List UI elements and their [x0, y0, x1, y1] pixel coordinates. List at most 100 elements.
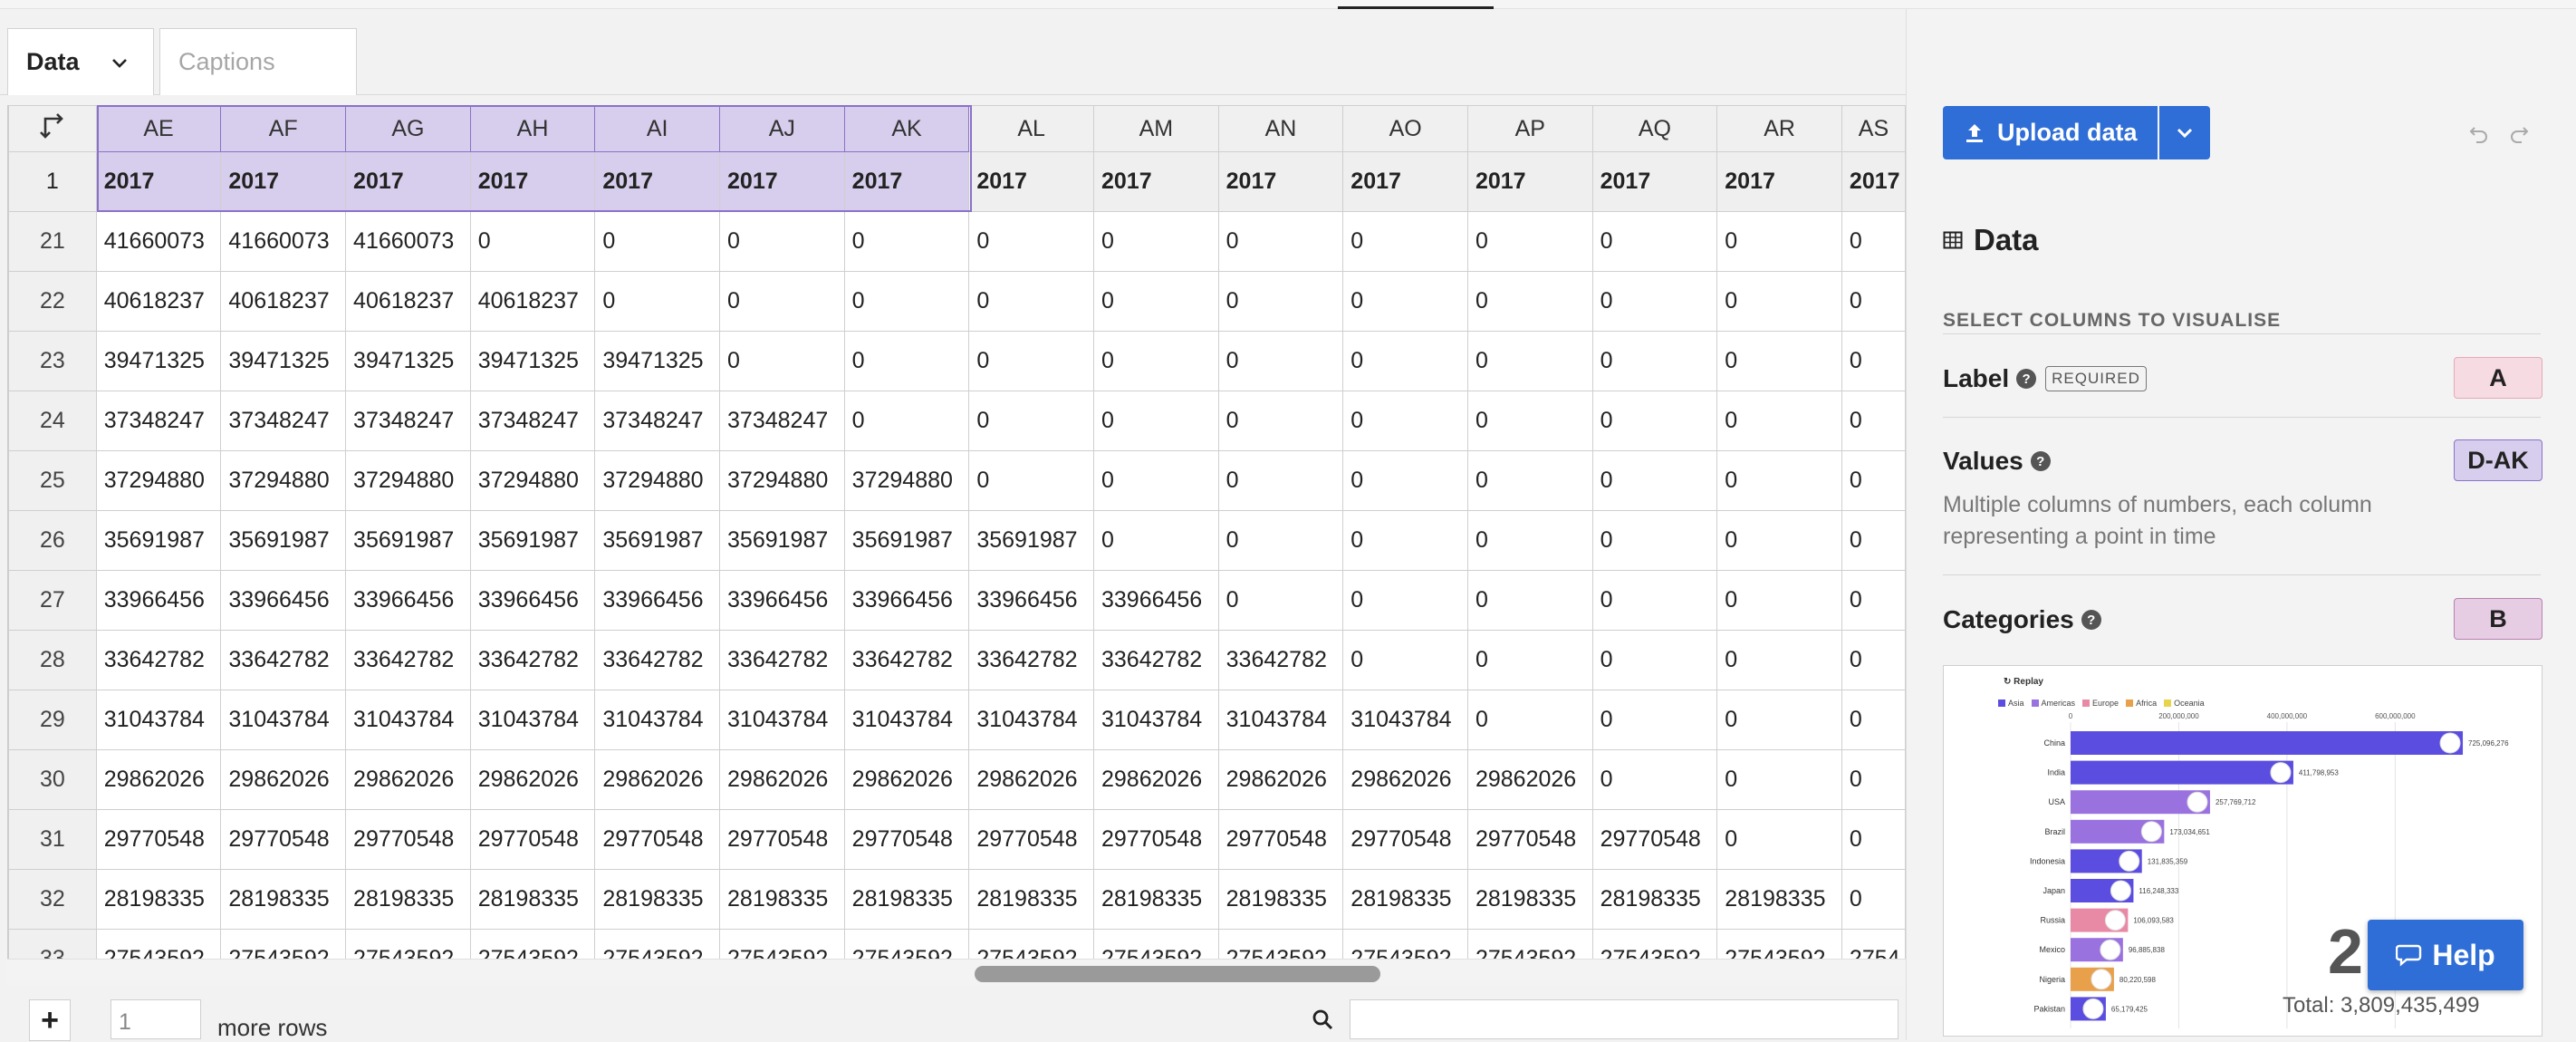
- table-cell[interactable]: 29862026: [594, 749, 721, 810]
- table-cell[interactable]: 2017: [1591, 151, 1718, 212]
- table-cell[interactable]: 0: [1466, 570, 1593, 631]
- tab-captions[interactable]: Captions: [159, 28, 357, 95]
- table-cell[interactable]: 0: [1342, 211, 1468, 272]
- table-cell[interactable]: 2017: [345, 151, 471, 212]
- column-header-af[interactable]: AF: [220, 105, 347, 152]
- table-cell[interactable]: 29770548: [1217, 809, 1344, 870]
- row-number[interactable]: 25: [8, 450, 97, 511]
- upload-data-button[interactable]: Upload data: [1943, 106, 2158, 159]
- rows-count-input[interactable]: 1: [111, 999, 201, 1039]
- table-cell[interactable]: 35691987: [220, 510, 347, 571]
- table-cell[interactable]: 28198335: [1591, 869, 1718, 930]
- table-cell[interactable]: 40618237: [95, 271, 222, 332]
- data-grid[interactable]: AE AF AG AH AI AJ AK AL AM AN AO AP AQ AR AS 1 2017 2017…: [8, 105, 1906, 986]
- table-cell[interactable]: 0: [1217, 510, 1344, 571]
- table-cell[interactable]: 0: [1466, 211, 1593, 272]
- table-cell[interactable]: 33642782: [594, 630, 721, 690]
- row-number[interactable]: 27: [8, 570, 97, 631]
- table-cell[interactable]: 31043784: [95, 690, 222, 750]
- table-cell[interactable]: 0: [1591, 450, 1718, 511]
- table-cell[interactable]: 0: [719, 331, 845, 391]
- table-cell[interactable]: 0: [1092, 211, 1219, 272]
- row-number[interactable]: 28: [8, 630, 97, 690]
- table-cell[interactable]: 29770548: [719, 809, 845, 870]
- table-cell[interactable]: 0: [1716, 391, 1842, 451]
- table-cell[interactable]: 0: [968, 271, 1094, 332]
- table-cell[interactable]: 33642782: [220, 630, 347, 690]
- table-cell[interactable]: 33966456: [95, 570, 222, 631]
- replay-button[interactable]: ↻ Replay: [2004, 677, 2043, 687]
- column-header-ak[interactable]: AK: [843, 105, 970, 152]
- table-cell[interactable]: 37348247: [220, 391, 347, 451]
- table-cell[interactable]: 37294880: [220, 450, 347, 511]
- table-cell[interactable]: 33642782: [968, 630, 1094, 690]
- table-cell[interactable]: 0: [1591, 391, 1718, 451]
- table-cell[interactable]: 28198335: [843, 869, 970, 930]
- table-cell[interactable]: 31043784: [220, 690, 347, 750]
- table-cell[interactable]: 40618237: [345, 271, 471, 332]
- table-cell[interactable]: 29770548: [1092, 809, 1219, 870]
- table-cell[interactable]: 0: [594, 271, 721, 332]
- table-cell[interactable]: 37294880: [594, 450, 721, 511]
- table-cell[interactable]: 41660073: [95, 211, 222, 272]
- table-cell[interactable]: 2017: [843, 151, 970, 212]
- table-cell[interactable]: 0: [968, 211, 1094, 272]
- table-cell[interactable]: 33642782: [1217, 630, 1344, 690]
- chevron-down-icon[interactable]: [110, 52, 130, 80]
- table-cell[interactable]: 0: [1841, 690, 1906, 750]
- table-cell[interactable]: 29770548: [1591, 809, 1718, 870]
- categories-column-badge[interactable]: B: [2454, 598, 2542, 640]
- table-cell[interactable]: 37294880: [95, 450, 222, 511]
- table-cell[interactable]: 37348247: [719, 391, 845, 451]
- table-cell[interactable]: 0: [1841, 869, 1906, 930]
- table-cell[interactable]: 0: [843, 271, 970, 332]
- table-cell[interactable]: 0: [843, 391, 970, 451]
- legend-item[interactable]: Oceania: [2164, 699, 2205, 708]
- table-cell[interactable]: 33642782: [345, 630, 471, 690]
- row-number[interactable]: 21: [8, 211, 97, 272]
- table-cell[interactable]: 35691987: [843, 510, 970, 571]
- table-cell[interactable]: 37348247: [469, 391, 596, 451]
- table-cell[interactable]: 28198335: [719, 869, 845, 930]
- table-cell[interactable]: 29770548: [1466, 809, 1593, 870]
- table-cell[interactable]: 0: [1217, 271, 1344, 332]
- table-cell[interactable]: 0: [1591, 630, 1718, 690]
- table-cell[interactable]: 0: [1092, 391, 1219, 451]
- table-cell[interactable]: 37294880: [345, 450, 471, 511]
- table-cell[interactable]: 0: [1217, 331, 1344, 391]
- table-cell[interactable]: 0: [1841, 211, 1906, 272]
- add-rows-button[interactable]: +: [29, 999, 71, 1041]
- table-cell[interactable]: 28198335: [469, 869, 596, 930]
- table-cell[interactable]: 0: [1716, 211, 1842, 272]
- table-cell[interactable]: 31043784: [843, 690, 970, 750]
- table-cell[interactable]: 35691987: [719, 510, 845, 571]
- table-cell[interactable]: 28198335: [220, 869, 347, 930]
- table-cell[interactable]: 0: [1342, 331, 1468, 391]
- table-cell[interactable]: 0: [1342, 391, 1468, 451]
- table-cell[interactable]: 40618237: [469, 271, 596, 332]
- table-cell[interactable]: 0: [1716, 450, 1842, 511]
- table-cell[interactable]: 0: [968, 450, 1094, 511]
- table-cell[interactable]: 2017: [719, 151, 845, 212]
- column-header-al[interactable]: AL: [968, 105, 1094, 152]
- table-cell[interactable]: 28198335: [1466, 869, 1593, 930]
- table-cell[interactable]: 33966456: [843, 570, 970, 631]
- table-cell[interactable]: 0: [1591, 570, 1718, 631]
- table-cell[interactable]: 33642782: [95, 630, 222, 690]
- table-cell[interactable]: 0: [1841, 271, 1906, 332]
- table-cell[interactable]: 29862026: [1466, 749, 1593, 810]
- table-cell[interactable]: 0: [1217, 450, 1344, 511]
- table-cell[interactable]: 0: [1092, 331, 1219, 391]
- table-cell[interactable]: 28198335: [594, 869, 721, 930]
- table-cell[interactable]: 2017: [1342, 151, 1468, 212]
- table-cell[interactable]: 2017: [968, 151, 1094, 212]
- table-cell[interactable]: 35691987: [968, 510, 1094, 571]
- table-cell[interactable]: 31043784: [594, 690, 721, 750]
- table-cell[interactable]: 28198335: [1342, 869, 1468, 930]
- table-cell[interactable]: 33966456: [469, 570, 596, 631]
- table-cell[interactable]: 2017: [594, 151, 721, 212]
- table-cell[interactable]: 2017: [95, 151, 222, 212]
- row-number[interactable]: 24: [8, 391, 97, 451]
- table-cell[interactable]: 0: [843, 211, 970, 272]
- column-header-aj[interactable]: AJ: [719, 105, 845, 152]
